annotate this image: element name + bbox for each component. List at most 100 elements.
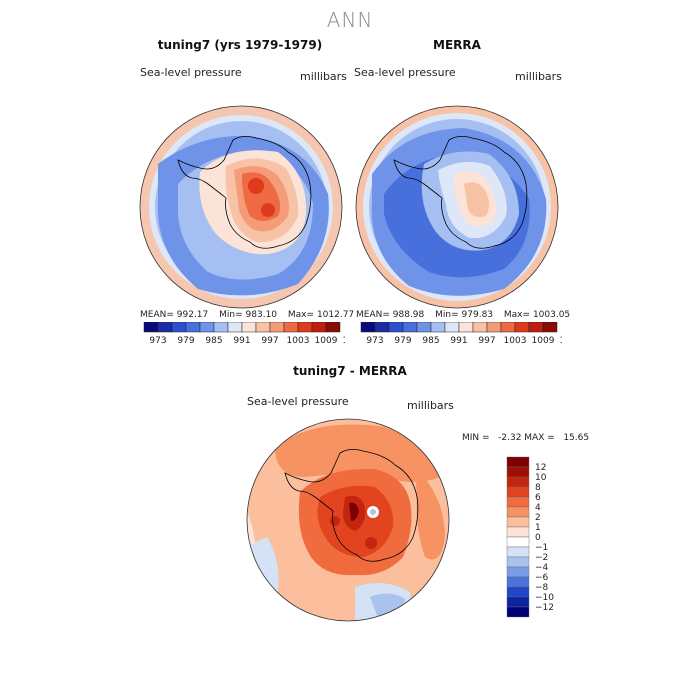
diff-colorbar-segment bbox=[506, 456, 530, 468]
diff-colorbar-tick-label: 6 bbox=[535, 493, 541, 503]
right-colorbar-segment bbox=[416, 322, 432, 333]
left-mean-label: MEAN= bbox=[140, 310, 174, 320]
right-colorbar-segment bbox=[360, 322, 376, 333]
right-colorbar-segment bbox=[374, 322, 390, 333]
left-colorbar-segment bbox=[325, 322, 341, 333]
diff-colorbar-segment bbox=[506, 536, 530, 548]
diff-colorbar-tick-label: 10 bbox=[535, 473, 547, 483]
diff-colorbar-segment bbox=[506, 506, 530, 518]
right-colorbar-segment bbox=[388, 322, 404, 333]
diff-colorbar-tick-label: −6 bbox=[535, 573, 549, 583]
right-colorbar-tick-label: 973 bbox=[366, 336, 383, 346]
left-colorbar-tick-label: 985 bbox=[205, 336, 222, 346]
diff-colorbar-segment bbox=[506, 486, 530, 498]
left-colorbar-segment bbox=[143, 322, 159, 333]
left-colorbar-segment bbox=[213, 322, 229, 333]
right-colorbar-tick-label: 991 bbox=[450, 336, 467, 346]
diff-colorbar-tick-label: 12 bbox=[535, 463, 546, 473]
diff-colorbar-tick-label: −4 bbox=[535, 563, 549, 573]
right-colorbar-segment bbox=[444, 322, 460, 333]
right-colorbar-segment bbox=[472, 322, 488, 333]
diff-colorbar-segment bbox=[506, 526, 530, 538]
left-colorbar-tick-label: 1009 bbox=[315, 336, 338, 346]
left-colorbar-tick-label: 979 bbox=[177, 336, 194, 346]
left-panel-title: tuning7 (yrs 1979-1979) bbox=[157, 38, 323, 52]
diff-colorbar-tick-label: −2 bbox=[535, 553, 548, 563]
diff-colorbar-tick-label: 0 bbox=[535, 533, 541, 543]
diff-colorbar-tick-label: 1 bbox=[535, 523, 541, 533]
diff-colorbar-tick-label: 4 bbox=[535, 503, 541, 513]
right-colorbar-tick-label: 1015 bbox=[560, 336, 562, 346]
left-colorbar-tick-label: 997 bbox=[261, 336, 278, 346]
left-colorbar-segment bbox=[157, 322, 173, 333]
diff-colorbar-tick-label: −8 bbox=[535, 583, 549, 593]
diff-colorbar-tick-label: 2 bbox=[535, 513, 541, 523]
left-colorbar-segment bbox=[255, 322, 271, 333]
diff-colorbar-segment bbox=[506, 496, 530, 508]
diff-colorbar-tick-label: −10 bbox=[535, 593, 554, 603]
right-panel-title: MERRA bbox=[433, 38, 481, 52]
left-max-label: Max= bbox=[287, 310, 315, 320]
right-variable-label: Sea-level pressure bbox=[354, 66, 456, 79]
right-colorbar-segment bbox=[528, 322, 544, 333]
left-colorbar-segment bbox=[241, 322, 257, 333]
right-colorbar-segment bbox=[500, 322, 516, 333]
left-units-label: millibars bbox=[300, 70, 347, 83]
right-colorbar-segment bbox=[458, 322, 474, 333]
diff-polar-map bbox=[246, 418, 450, 622]
diff-colorbar-segment bbox=[506, 586, 530, 598]
diff-colorbar-tick-label: −1 bbox=[535, 543, 548, 553]
left-min-label: Min= bbox=[219, 310, 243, 320]
right-colorbar-segment bbox=[486, 322, 502, 333]
diff-colorbar-segment bbox=[506, 466, 530, 478]
diff-units-label: millibars bbox=[407, 399, 454, 412]
right-colorbar-tick-label: 1003 bbox=[504, 336, 527, 346]
diff-colorbar-tick-label: −12 bbox=[535, 603, 554, 613]
diff-colorbar-segment bbox=[506, 576, 530, 588]
diff-colorbar-segment bbox=[506, 596, 530, 608]
diff-colorbar-segment bbox=[506, 516, 530, 528]
right-colorbar-segment bbox=[514, 322, 530, 333]
left-colorbar-segment bbox=[269, 322, 285, 333]
left-colorbar-segment bbox=[227, 322, 243, 333]
right-colorbar-tick-label: 979 bbox=[394, 336, 411, 346]
right-mean-label: MEAN= bbox=[356, 310, 390, 320]
diff-colorbar-segment bbox=[506, 606, 530, 618]
diff-colorbar-segment bbox=[506, 566, 530, 578]
diff-panel-title: tuning7 - MERRA bbox=[293, 364, 407, 378]
right-min-label: Min= bbox=[435, 310, 459, 320]
left-colorbar-segment bbox=[311, 322, 327, 333]
left-variable-label: Sea-level pressure bbox=[140, 66, 242, 79]
diff-minmax-text: MIN = -2.32 MAX = 15.65 bbox=[462, 433, 590, 443]
left-colorbar-segment bbox=[283, 322, 299, 333]
right-mean-value: 988.98 bbox=[392, 310, 425, 320]
right-colorbar-tick-label: 997 bbox=[478, 336, 495, 346]
diff-colorbar-segment bbox=[506, 476, 530, 488]
left-colorbar-segment bbox=[171, 322, 187, 333]
right-polar-map bbox=[355, 105, 559, 309]
diff-variable-label: Sea-level pressure bbox=[247, 395, 349, 408]
right-colorbar-tick-label: 985 bbox=[422, 336, 439, 346]
left-colorbar-segment bbox=[185, 322, 201, 333]
diff-colorbar-segment bbox=[506, 556, 530, 568]
diff-colorbar-tick-label: 8 bbox=[535, 483, 541, 493]
left-polar-map bbox=[139, 105, 343, 309]
left-colorbar-tick-label: 973 bbox=[149, 336, 166, 346]
left-min-value: 983.10 bbox=[245, 310, 278, 320]
right-units-label: millibars bbox=[515, 70, 562, 83]
right-max-value: 1003.05 bbox=[532, 310, 571, 320]
right-colorbar-segment bbox=[542, 322, 558, 333]
left-colorbar-tick-label: 1003 bbox=[287, 336, 310, 346]
right-min-value: 979.83 bbox=[461, 310, 494, 320]
diff-colorbar-segment bbox=[506, 546, 530, 558]
left-colorbar-tick-label: 991 bbox=[233, 336, 250, 346]
right-colorbar-segment bbox=[430, 322, 446, 333]
left-mean-value: 992.17 bbox=[176, 310, 209, 320]
left-colorbar: 973 979 985 991 997 1003 1009 1015 bbox=[143, 322, 345, 346]
left-colorbar-segment bbox=[199, 322, 215, 333]
left-colorbar-segment bbox=[297, 322, 313, 333]
right-colorbar-tick-label: 1009 bbox=[532, 336, 555, 346]
right-colorbar-segment bbox=[402, 322, 418, 333]
main-title: ANN bbox=[326, 8, 374, 32]
